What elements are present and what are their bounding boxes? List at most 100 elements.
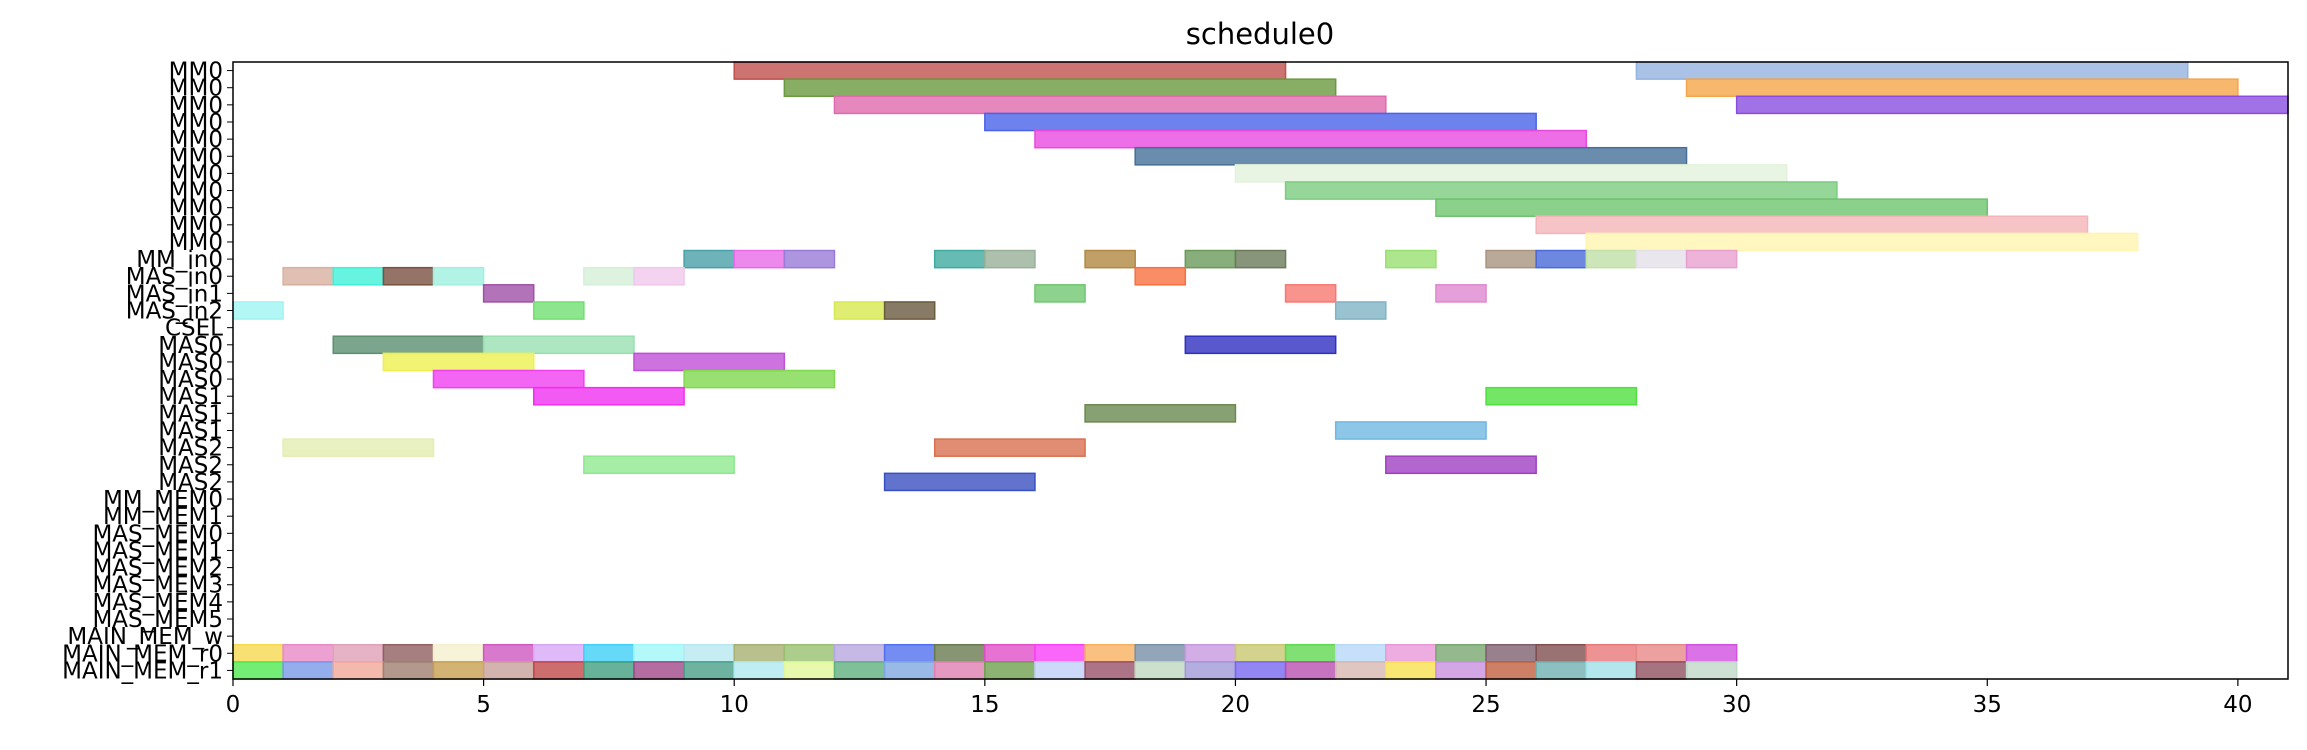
y-tick-label: MM0 xyxy=(169,59,223,85)
gantt-bar xyxy=(382,352,535,372)
gantt-bar xyxy=(783,249,836,269)
y-tick-label: MM0 xyxy=(169,196,223,222)
gantt-bar xyxy=(382,661,435,680)
gantt-bar xyxy=(1234,661,1287,680)
gantt-bar xyxy=(683,249,735,269)
gantt-bar xyxy=(733,661,786,680)
y-tick-label: MAS1 xyxy=(158,401,223,427)
gantt-bar xyxy=(482,284,535,303)
y-tick-label: MM0 xyxy=(169,127,223,153)
y-tick-label: MM0 xyxy=(169,93,223,119)
gantt-bar xyxy=(482,335,635,355)
x-tick-label: 40 xyxy=(2223,692,2252,718)
bars-layer xyxy=(232,61,2289,680)
gantt-bar xyxy=(432,643,485,663)
y-tick-label: MM0 xyxy=(169,230,223,256)
x-tick-label: 10 xyxy=(720,692,749,718)
gantt-bar xyxy=(1134,146,1688,166)
gantt-bar xyxy=(232,661,284,680)
y-tick-label: MAIN_MEM_r0 xyxy=(62,641,223,667)
gantt-bar xyxy=(883,472,1036,492)
gantt-bar xyxy=(1234,164,1788,183)
gantt-bar xyxy=(733,61,1287,80)
gantt-bar xyxy=(1134,643,1187,663)
x-axis: 0 5 10 15 20 25 30 35 40 xyxy=(226,679,2253,718)
gantt-bar xyxy=(1334,301,1387,320)
gantt-bar xyxy=(432,369,585,389)
gantt-bar xyxy=(1435,661,1487,680)
gantt-bar xyxy=(1184,643,1237,663)
chart-title: schedule0 xyxy=(1186,17,1334,51)
x-tick-label: 5 xyxy=(476,692,491,718)
y-tick-label: MAS_MEM3 xyxy=(92,573,223,599)
gantt-bar xyxy=(1635,61,2189,80)
gantt-bar xyxy=(1334,661,1387,680)
x-tick-label: 25 xyxy=(1471,692,1500,718)
x-tick-label: 0 xyxy=(226,692,241,718)
gantt-bar xyxy=(1134,266,1187,286)
y-tick-label: MAIN_MEM_r1 xyxy=(62,658,223,684)
gantt-bar xyxy=(1585,249,1638,269)
gantt-bar xyxy=(933,661,986,680)
gantt-bar xyxy=(933,643,986,663)
gantt-bar xyxy=(532,301,585,320)
gantt-bar xyxy=(1184,335,1337,355)
gantt-bar xyxy=(933,438,1086,457)
gantt-bar xyxy=(1585,643,1638,663)
gantt-bar xyxy=(1284,661,1337,680)
gantt-bar xyxy=(1034,129,1588,149)
gantt-bar xyxy=(833,661,886,680)
gantt-bar xyxy=(633,266,685,286)
y-tick-label: MAS0 xyxy=(158,333,223,359)
y-tick-label: MM0 xyxy=(169,179,223,205)
y-tick-label: MAS_MEM4 xyxy=(92,590,223,616)
gantt-bar xyxy=(1485,386,1638,406)
y-tick-label: MAS_in2 xyxy=(126,299,223,325)
gantt-bar xyxy=(1685,643,1738,663)
y-tick-label: MAS2 xyxy=(158,453,223,479)
gantt-bar xyxy=(1685,78,2239,98)
gantt-bar xyxy=(1385,661,1437,680)
gantt-bar xyxy=(1084,661,1136,680)
gantt-bar xyxy=(482,643,535,663)
gantt-bar xyxy=(1184,661,1237,680)
gantt-bar xyxy=(1284,284,1337,303)
gantt-bar xyxy=(683,643,735,663)
gantt-bar xyxy=(1284,643,1337,663)
gantt-bar xyxy=(1084,643,1136,663)
y-tick-label: MM0 xyxy=(169,213,223,239)
gantt-bar xyxy=(1234,249,1287,269)
gantt-bar xyxy=(1585,232,2139,252)
y-tick-label: MM0 xyxy=(169,76,223,102)
y-axis: MM0MM0MM0MM0MM0MM0MM0MM0MM0MM0MM0MM_in0M… xyxy=(62,59,233,684)
y-tick-label: MAS2 xyxy=(158,436,223,462)
y-tick-label: MAS2 xyxy=(158,470,223,496)
y-tick-label: MAS_in1 xyxy=(126,281,223,307)
y-tick-label: MAS_MEM2 xyxy=(92,556,223,582)
y-tick-label: MAIN_MEM_w xyxy=(67,624,223,650)
gantt-bar xyxy=(1635,661,1688,680)
y-tick-label: MM_MEM0 xyxy=(103,487,223,513)
gantt-bar xyxy=(1485,249,1537,269)
y-tick-label: MM_in0 xyxy=(136,247,223,273)
gantt-bar xyxy=(532,386,685,406)
gantt-bar xyxy=(282,438,435,457)
gantt-bar xyxy=(683,661,735,680)
gantt-bar xyxy=(1184,249,1237,269)
gantt-bar xyxy=(432,266,485,286)
gantt-bar xyxy=(1084,404,1237,423)
gantt-bar xyxy=(1585,661,1638,680)
gantt-bar xyxy=(833,95,1387,115)
gantt-bar xyxy=(1385,643,1437,663)
gantt-bar xyxy=(382,643,435,663)
gantt-bar xyxy=(1385,455,1537,475)
gantt-bar xyxy=(1134,661,1187,680)
y-tick-label: MAS_MEM0 xyxy=(92,521,223,547)
gantt-bar xyxy=(833,301,886,320)
gantt-bar xyxy=(1735,95,2289,115)
gantt-bar xyxy=(984,661,1036,680)
gantt-bar xyxy=(633,352,786,372)
y-tick-label: MM_MEM1 xyxy=(103,504,223,530)
gantt-bar xyxy=(1034,284,1086,303)
gantt-bar xyxy=(432,661,485,680)
